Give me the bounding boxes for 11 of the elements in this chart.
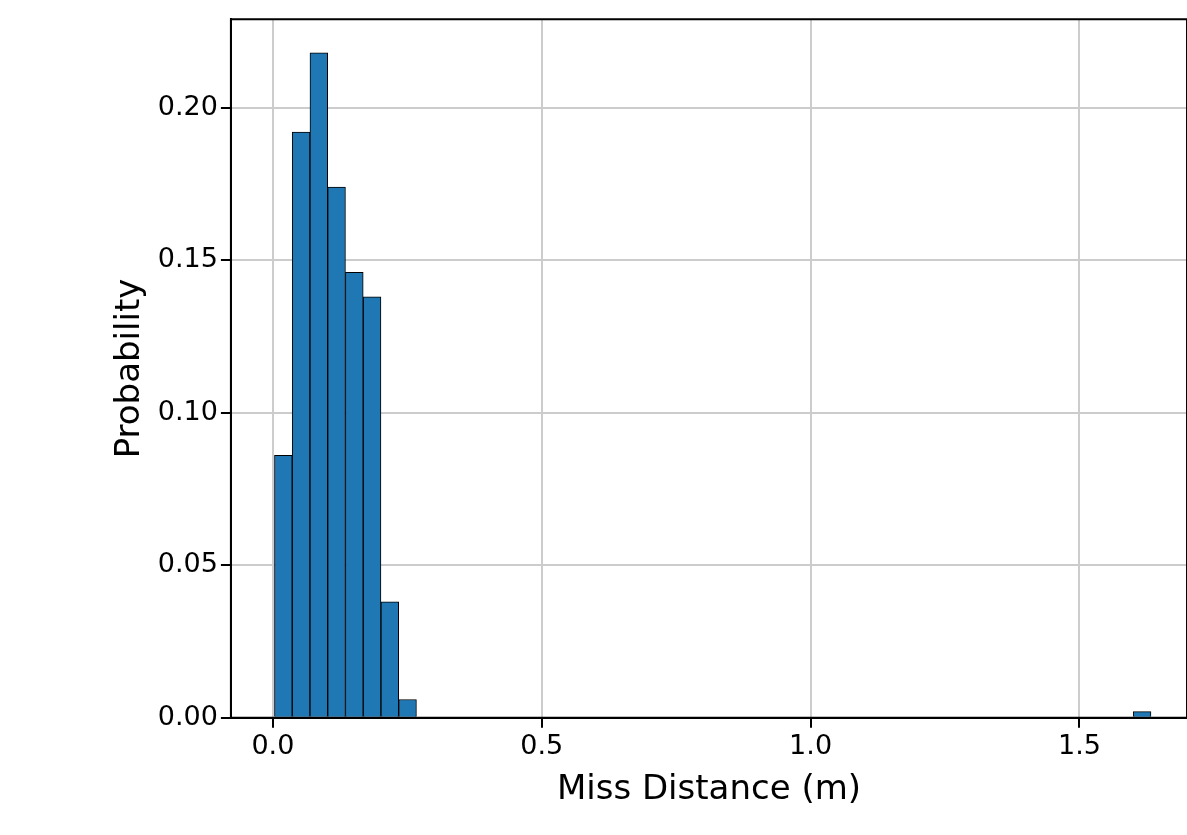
y-tick-label: 0.20 [157, 89, 218, 121]
y-tick-label: 0.10 [157, 394, 218, 426]
y-tick-label: 0.15 [157, 242, 218, 274]
y-axis-title: Probability [107, 278, 148, 459]
x-tick-label: 1.0 [789, 729, 833, 761]
y-tick-label: 0.00 [157, 699, 218, 731]
x-tick-label: 1.5 [1057, 729, 1101, 761]
x-tick-label: 0.0 [251, 729, 295, 761]
x-tick-label: 0.5 [520, 729, 564, 761]
x-axis-title: Miss Distance (m) [556, 767, 862, 808]
y-tick-label: 0.05 [157, 547, 218, 579]
